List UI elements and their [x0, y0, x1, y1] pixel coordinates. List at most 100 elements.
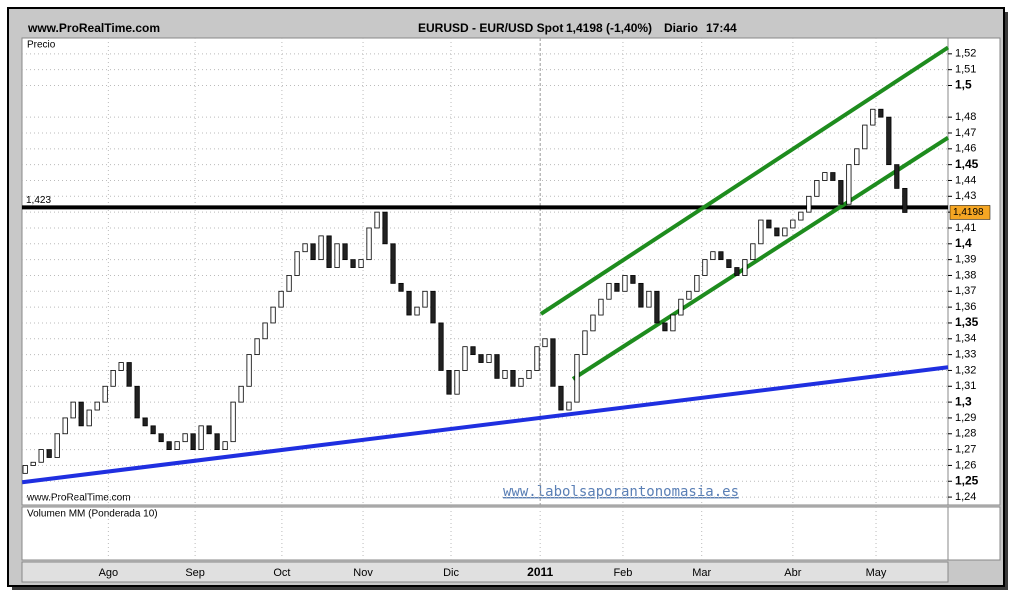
volume-label: Volumen MM (Ponderada 10): [27, 509, 158, 520]
candle: [814, 180, 820, 197]
candle: [886, 116, 892, 166]
y-tick-label: 1,3: [955, 394, 972, 408]
x-tick-label: Abr: [784, 567, 801, 579]
x-tick-label: Nov: [353, 567, 373, 579]
candle: [686, 290, 692, 300]
candle: [862, 124, 868, 150]
candle: [214, 433, 220, 450]
candle: [550, 338, 556, 387]
candle: [502, 370, 508, 379]
candle: [126, 362, 132, 387]
y-tick-label: 1,31: [955, 380, 976, 392]
y-tick-label: 1,45: [955, 157, 979, 171]
y-tick-label: 1,43: [955, 190, 976, 202]
candle: [718, 251, 724, 261]
candle: [542, 338, 548, 348]
candle: [462, 346, 468, 371]
candle: [846, 164, 852, 205]
candle: [598, 298, 604, 316]
candle: [142, 417, 148, 427]
candle: [334, 243, 340, 268]
candle: [902, 187, 908, 213]
candle: [750, 243, 756, 261]
candle: [558, 385, 564, 411]
y-tick-label: 1,24: [955, 491, 976, 503]
candle: [46, 449, 52, 458]
y-tick-label: 1,41: [955, 222, 976, 234]
candle: [206, 425, 212, 435]
candle: [470, 346, 476, 356]
candle: [374, 211, 380, 229]
candle: [614, 282, 620, 292]
candle: [254, 338, 260, 356]
candle: [102, 385, 108, 403]
candle: [430, 290, 436, 324]
y-tick-label: 1,28: [955, 428, 976, 440]
candle: [446, 370, 452, 395]
site: www.ProRealTime.com: [27, 21, 160, 35]
candle: [774, 227, 780, 237]
candle: [406, 290, 412, 316]
candle: [62, 417, 68, 435]
candle: [310, 243, 316, 261]
source-link[interactable]: www.labolsaporantonomasia.es: [503, 484, 739, 500]
title: EURUSD - EUR/USD Spot: [418, 21, 563, 35]
price-axis: [947, 37, 1001, 506]
x-tick-label: Feb: [613, 567, 632, 579]
y-tick-label: 1,32: [955, 364, 976, 376]
volume-panel: [21, 506, 949, 561]
x-tick-label: May: [866, 567, 887, 579]
candle: [870, 108, 876, 126]
y-tick-label: 1,46: [955, 143, 976, 155]
candle: [110, 370, 116, 387]
y-tick-label: 1,29: [955, 412, 976, 424]
candle: [150, 425, 156, 435]
x-tick-label: Sep: [185, 567, 205, 579]
candle: [358, 259, 364, 268]
x-tick-label: Ago: [99, 567, 119, 579]
x-tick-label: Mar: [692, 567, 711, 579]
candle: [638, 282, 644, 308]
price-panel: [21, 37, 949, 506]
candle: [806, 195, 812, 213]
panel-label: Precio: [27, 40, 56, 51]
x-tick-label: Oct: [273, 567, 290, 579]
last-price-label: 1,4198: [953, 207, 984, 218]
candle: [486, 354, 492, 363]
candle: [822, 172, 828, 181]
candle: [198, 425, 204, 450]
candle: [662, 322, 668, 332]
watermark: www.ProRealTime.com: [26, 493, 131, 504]
volume-axis: [947, 506, 1001, 561]
candle: [54, 433, 60, 458]
candle: [766, 219, 772, 229]
candle: [246, 354, 252, 387]
candle: [678, 298, 684, 316]
y-tick-label: 1,36: [955, 301, 976, 313]
candle: [838, 180, 844, 205]
candle: [566, 401, 572, 411]
candle: [190, 433, 196, 450]
candle: [118, 362, 124, 371]
candle: [790, 219, 796, 229]
candle: [574, 354, 580, 403]
y-tick-label: 1,25: [955, 473, 979, 487]
y-tick-label: 1,44: [955, 174, 976, 186]
candle: [382, 211, 388, 245]
y-tick-label: 1,48: [955, 111, 976, 123]
candle: [438, 322, 444, 371]
candle: [286, 275, 292, 292]
candle: [86, 409, 92, 427]
candle: [70, 401, 76, 419]
candle: [478, 354, 484, 363]
candle: [590, 314, 596, 332]
candle: [238, 385, 244, 403]
candle: [518, 377, 524, 387]
candle: [342, 243, 348, 261]
y-tick-label: 1,5: [955, 78, 972, 92]
candle: [414, 306, 420, 316]
y-tick-label: 1,39: [955, 254, 976, 266]
time-axis: [21, 561, 949, 583]
